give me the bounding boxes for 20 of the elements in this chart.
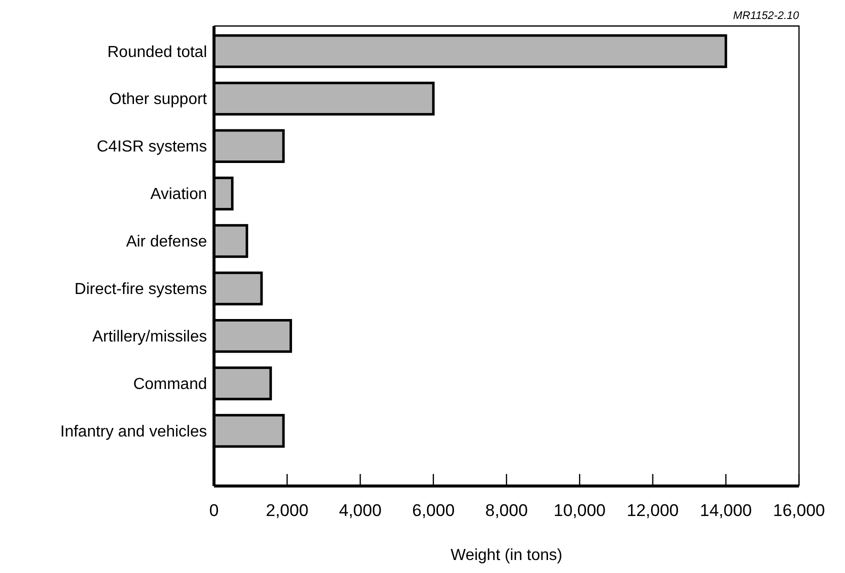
- y-tick-label: Artillery/missiles: [92, 328, 207, 346]
- x-axis-title: Weight (in tons): [450, 547, 562, 564]
- y-tick-label: Direct-fire systems: [74, 281, 207, 298]
- y-tick-label: Command: [133, 376, 207, 393]
- x-tick-label: 4,000: [338, 501, 382, 520]
- x-tick-label: 14,000: [700, 501, 752, 520]
- y-tick-label: Aviation: [150, 186, 207, 204]
- text: MR1152-2.10: [733, 10, 800, 22]
- y-tick-label: C4ISR systems: [96, 138, 207, 156]
- y-tick-label: Air defense: [126, 234, 208, 251]
- x-tick-label: 12,000: [626, 501, 679, 520]
- y-tick-label: Infantry and vehicles: [60, 423, 207, 440]
- x-tick-label: 8,000: [485, 501, 528, 520]
- x-tick-label: 2,000: [266, 501, 308, 520]
- x-tick-label: 16,000: [773, 501, 825, 520]
- x-tick-label: 6,000: [412, 501, 455, 520]
- y-tick-label: Rounded total: [107, 44, 207, 61]
- x-tick-label: 0: [209, 501, 219, 520]
- x-tick-label: 10,000: [554, 501, 606, 520]
- y-tick-label: Other support: [109, 91, 208, 108]
